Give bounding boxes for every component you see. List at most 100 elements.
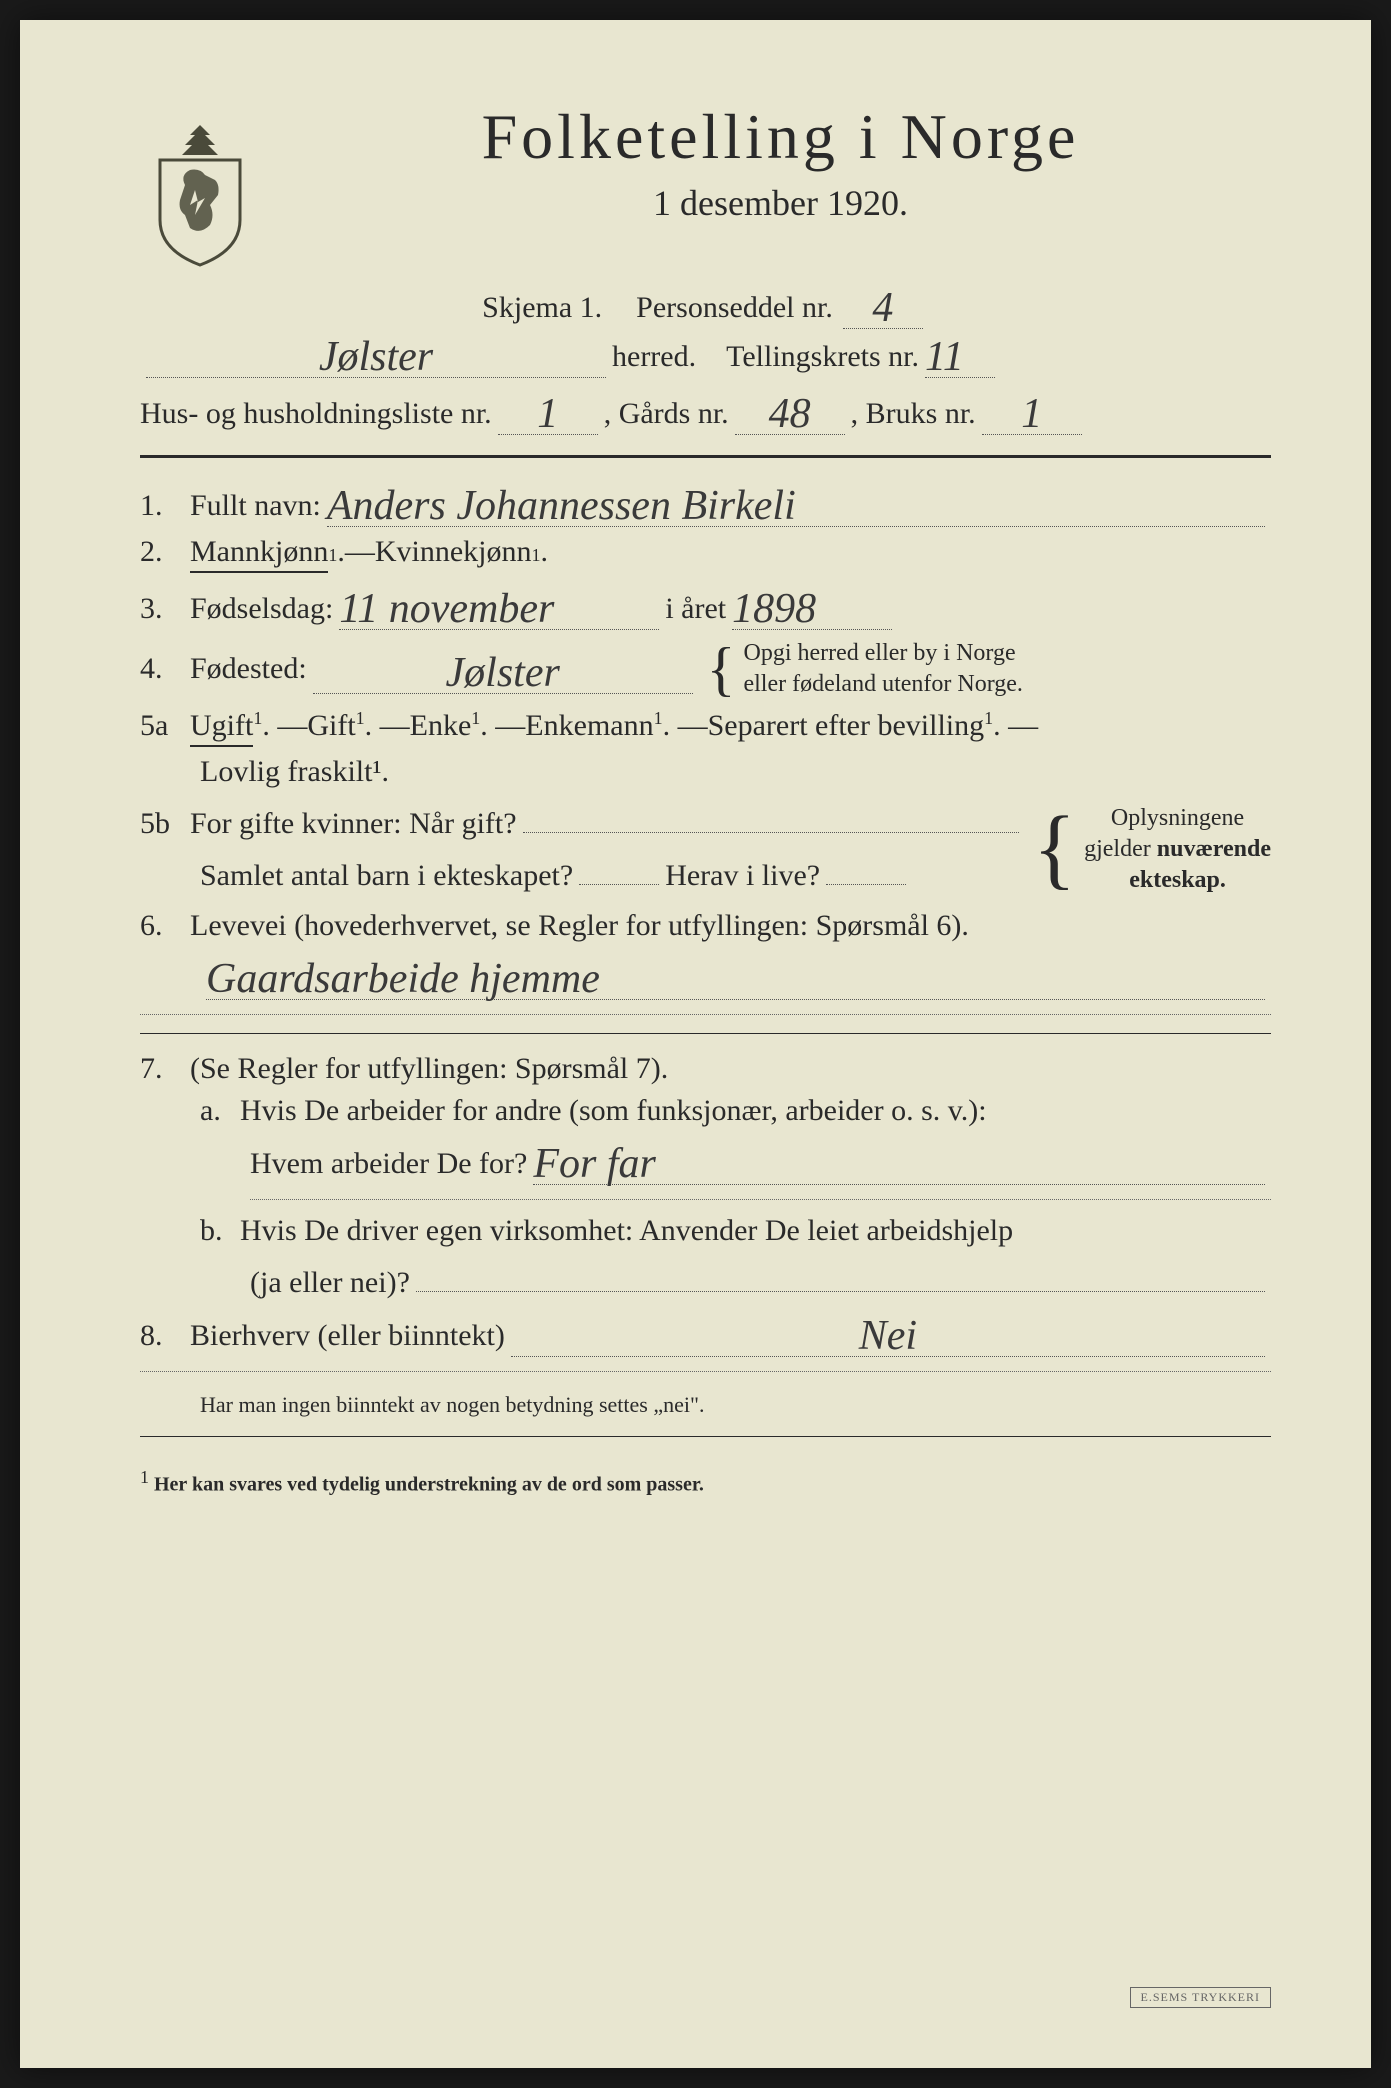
- q3-label: Fødselsdag:: [190, 592, 333, 626]
- title-block: Folketelling i Norge 1 desember 1920.: [290, 100, 1271, 264]
- q4-note: Opgi herred eller by i Norge eller fødel…: [743, 638, 1022, 700]
- divider-2: [140, 1033, 1271, 1034]
- census-form-page: Folketelling i Norge 1 desember 1920. Sk…: [20, 20, 1371, 2068]
- q2: 2. Mannkjønn1. — Kvinnekjønn1.: [140, 535, 1271, 573]
- footer-note: Har man ingen biinntekt av nogen betydni…: [140, 1392, 1271, 1418]
- bruks-label: , Bruks nr.: [851, 397, 976, 431]
- personseddel-label: Personseddel nr.: [636, 291, 833, 324]
- q7-label: (Se Regler for utfyllingen: Spørsmål 7).: [190, 1052, 668, 1086]
- herred-line: Jølster herred. Tellingskrets nr. 11: [140, 329, 1271, 378]
- q4-num: 4.: [140, 652, 190, 686]
- herred-label: herred.: [612, 340, 696, 374]
- q8: 8. Bierhverv (eller biinntekt) Nei: [140, 1308, 1271, 1357]
- q3-mid: i året: [665, 592, 726, 626]
- q5a-separert: Separert efter bevilling: [708, 709, 985, 743]
- q2-kvinne: Kvinnekjønn: [375, 535, 532, 569]
- q3-day: 11 november: [339, 586, 554, 632]
- husliste-line: Hus- og husholdningsliste nr. 1 , Gårds …: [140, 386, 1271, 435]
- brace-icon-2: {: [1033, 813, 1076, 885]
- q6-dotted: [140, 1014, 1271, 1015]
- husliste-nr: 1: [537, 391, 558, 437]
- divider-3: [140, 1436, 1271, 1437]
- q7a-value: For far: [533, 1141, 656, 1187]
- q7-num: 7.: [140, 1052, 190, 1086]
- q5b: 5b For gifte kvinner: Når gift? Samlet a…: [140, 797, 1271, 901]
- skjema-line: Skjema 1. Personseddel nr. 4: [140, 280, 1271, 329]
- q5a-fraskilt: Lovlig fraskilt¹.: [200, 755, 389, 789]
- header: Folketelling i Norge 1 desember 1920.: [140, 100, 1271, 270]
- footnote-num: 1: [140, 1467, 149, 1487]
- q6-label: Levevei (hovederhvervet, se Regler for u…: [190, 909, 969, 943]
- q5b-l1: For gifte kvinner: Når gift?: [190, 807, 517, 841]
- q7b-l1: Hvis De driver egen virksomhet: Anvender…: [240, 1214, 1013, 1248]
- q4-label: Fødested:: [190, 652, 307, 686]
- gards-nr: 48: [769, 391, 811, 437]
- q7a-dotted: [250, 1199, 1271, 1200]
- divider-1: [140, 455, 1271, 458]
- tellingskrets-label: Tellingskrets nr.: [726, 340, 919, 374]
- q6-num: 6.: [140, 909, 190, 943]
- q2-sup2: 1: [531, 545, 540, 566]
- q5a-enke: Enke: [410, 709, 472, 743]
- q5a-ugift: Ugift: [190, 709, 253, 747]
- q5a-line2: Lovlig fraskilt¹.: [200, 755, 1271, 789]
- q7a-l2: Hvem arbeider De for? For far: [250, 1136, 1271, 1185]
- q4: 4. Fødested: Jølster { Opgi herred eller…: [140, 638, 1271, 700]
- q3: 3. Fødselsdag: 11 november i året 1898: [140, 581, 1271, 630]
- q5b-num: 5b: [140, 807, 190, 841]
- q5b-note-l2: gjelder nuværende: [1084, 836, 1271, 862]
- q6-value-row: Gaardsarbeide hjemme: [200, 951, 1271, 1000]
- q2-p2: .: [540, 535, 548, 569]
- tellingskrets-nr: 11: [925, 334, 964, 380]
- herred-value: Jølster: [319, 334, 433, 380]
- q7: 7. (Se Regler for utfyllingen: Spørsmål …: [140, 1052, 1271, 1086]
- q7a-num: a.: [200, 1094, 240, 1128]
- main-title: Folketelling i Norge: [290, 100, 1271, 174]
- q8-dotted: [140, 1371, 1271, 1372]
- q7b-l2-label: (ja eller nei)?: [250, 1266, 410, 1300]
- q2-dash: —: [345, 535, 375, 569]
- q3-num: 3.: [140, 592, 190, 626]
- q8-label: Bierhverv (eller biinntekt): [190, 1319, 505, 1353]
- personseddel-nr: 4: [872, 285, 893, 331]
- q5a-gift: Gift: [307, 709, 355, 743]
- footer-note-text: Har man ingen biinntekt av nogen betydni…: [200, 1392, 704, 1418]
- q7a-l1: Hvis De arbeider for andre (som funksjon…: [240, 1094, 987, 1128]
- q7a-l2-label: Hvem arbeider De for?: [250, 1147, 527, 1181]
- gards-label: , Gårds nr.: [604, 397, 729, 431]
- subtitle: 1 desember 1920.: [290, 182, 1271, 224]
- coat-of-arms-icon: [140, 120, 260, 270]
- q4-note-l1: Opgi herred eller by i Norge: [743, 640, 1015, 666]
- q6-value: Gaardsarbeide hjemme: [206, 956, 600, 1002]
- q8-value: Nei: [859, 1313, 917, 1359]
- q5a-enkemann: Enkemann: [525, 709, 653, 743]
- q5a: 5a Ugift1. — Gift1. — Enke1. — Enkemann1…: [140, 708, 1271, 747]
- q1: 1. Fullt navn: Anders Johannessen Birkel…: [140, 478, 1271, 527]
- q3-year: 1898: [732, 586, 816, 632]
- q7b-l2: (ja eller nei)?: [250, 1256, 1271, 1300]
- q2-sup1: 1: [328, 545, 337, 566]
- q5b-note-l1: Oplysningene: [1111, 805, 1244, 831]
- q2-p1: .: [337, 535, 345, 569]
- q4-value: Jølster: [446, 650, 560, 696]
- crest-svg: [140, 120, 260, 270]
- husliste-label: Hus- og husholdningsliste nr.: [140, 397, 492, 431]
- q5a-num: 5a: [140, 709, 190, 743]
- footnote-text: Her kan svares ved tydelig understreknin…: [154, 1474, 704, 1496]
- q5b-l3: Herav i live?: [665, 859, 820, 893]
- bruks-nr: 1: [1021, 391, 1042, 437]
- q8-num: 8.: [140, 1319, 190, 1353]
- printer-stamp: E.SEMS TRYKKERI: [1130, 1987, 1271, 2008]
- q7b-num: b.: [200, 1214, 240, 1248]
- footnote: 1 Her kan svares ved tydelig understrekn…: [140, 1467, 1271, 1497]
- q5b-note-l3: ekteskap.: [1129, 867, 1226, 893]
- brace-icon: {: [707, 645, 736, 693]
- q5b-l2: Samlet antal barn i ekteskapet?: [200, 859, 573, 893]
- q4-note-l2: eller fødeland utenfor Norge.: [743, 671, 1022, 697]
- q2-num: 2.: [140, 535, 190, 569]
- q7a: a. Hvis De arbeider for andre (som funks…: [200, 1094, 1271, 1128]
- q5b-note: Oplysningene gjelder nuværende ekteskap.: [1084, 803, 1271, 897]
- q2-mann: Mannkjønn: [190, 535, 328, 573]
- q1-label: Fullt navn:: [190, 489, 321, 523]
- q7b: b. Hvis De driver egen virksomhet: Anven…: [200, 1214, 1271, 1248]
